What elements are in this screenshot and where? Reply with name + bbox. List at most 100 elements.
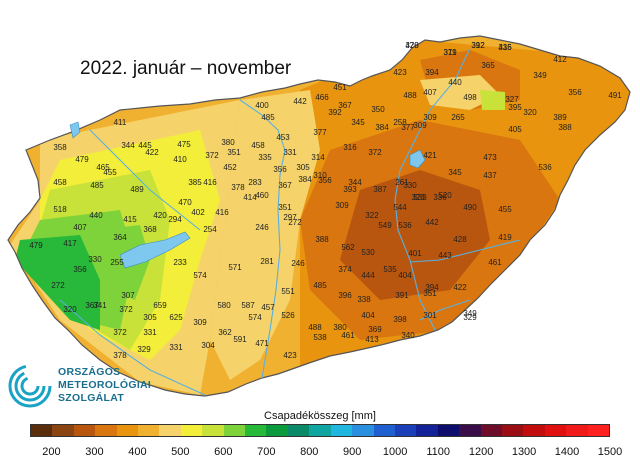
station-value-label: 460 xyxy=(255,191,269,200)
station-value-label: 336 xyxy=(433,193,447,202)
station-value-label: 530 xyxy=(361,248,375,257)
station-value-label: 368 xyxy=(143,225,157,234)
station-value-label: 442 xyxy=(425,218,439,227)
station-value-label: 385 xyxy=(188,178,202,187)
station-value-label: 440 xyxy=(448,78,462,87)
station-value-label: 362 xyxy=(218,328,232,337)
station-value-label: 356 xyxy=(273,165,287,174)
station-value-label: 405 xyxy=(508,125,522,134)
station-value-label: 320 xyxy=(523,108,537,117)
station-value-label: 349 xyxy=(533,71,547,80)
station-value-label: 379 xyxy=(443,48,457,57)
station-value-label: 485 xyxy=(261,113,275,122)
station-value-label: 415 xyxy=(123,215,137,224)
legend-swatch xyxy=(287,425,310,436)
station-value-label: 369 xyxy=(368,325,382,334)
raba-river xyxy=(89,129,201,231)
station-value-label: 491 xyxy=(608,91,622,100)
station-value-label: 372 xyxy=(119,305,133,314)
station-value-label: 473 xyxy=(483,153,497,162)
legend-swatch xyxy=(437,425,460,436)
station-value-label: 297 xyxy=(283,213,297,222)
legend-tick-label: 200 xyxy=(42,446,61,458)
station-value-label: 452 xyxy=(223,163,237,172)
station-value-label: 536 xyxy=(538,163,552,172)
station-value-label: 440 xyxy=(89,211,103,220)
station-value-label: 330 xyxy=(403,181,417,190)
station-value-label: 272 xyxy=(51,281,65,290)
station-value-label: 407 xyxy=(73,223,87,232)
station-value-label: 294 xyxy=(168,215,182,224)
station-value-label: 571 xyxy=(228,263,242,272)
station-value-label: 520 xyxy=(438,191,452,200)
legend-swatch xyxy=(223,425,246,436)
station-value-label: 392 xyxy=(328,108,342,117)
station-value-label: 475 xyxy=(177,140,191,149)
station-value-label: 309 xyxy=(335,201,349,210)
legend-swatch xyxy=(373,425,395,436)
station-value-label: 414 xyxy=(243,193,257,202)
station-value-label: 574 xyxy=(248,313,262,322)
station-value-label: 401 xyxy=(408,249,422,258)
station-value-label: 420 xyxy=(153,211,167,220)
legend-swatch xyxy=(309,425,331,436)
station-value-label: 254 xyxy=(203,225,217,234)
station-value-label: 587 xyxy=(241,301,255,310)
station-value-label: 422 xyxy=(453,283,467,292)
station-value-label: 479 xyxy=(29,241,43,250)
station-value-label: 488 xyxy=(403,91,417,100)
station-value-label: 423 xyxy=(393,68,407,77)
station-value-label: 444 xyxy=(361,271,375,280)
station-value-label: 345 xyxy=(351,118,365,127)
omsz-logo: ORSZÁGOS METEOROLÓGIAI SZOLGÁLAT xyxy=(6,360,206,420)
station-value-label: 422 xyxy=(145,148,159,157)
station-value-label: 372 xyxy=(368,148,382,157)
station-value-label: 551 xyxy=(281,287,295,296)
legend-tick-label: 900 xyxy=(343,446,362,458)
station-value-label: 549 xyxy=(378,221,392,230)
legend-swatch xyxy=(73,425,96,436)
station-value-label: 591 xyxy=(233,335,247,344)
station-value-label: 461 xyxy=(488,258,502,267)
station-value-label: 387 xyxy=(373,185,387,194)
station-value-label: 374 xyxy=(338,265,352,274)
station-value-label: 389 xyxy=(553,113,567,122)
legend-swatch xyxy=(416,425,438,436)
lake-ferto xyxy=(69,121,81,139)
rivers xyxy=(59,47,521,396)
station-value-label: 526 xyxy=(281,311,295,320)
map-title: 2022. január – november xyxy=(80,58,292,79)
station-value-label: 272 xyxy=(288,218,302,227)
station-value-label: 412 xyxy=(553,55,567,64)
legend-tick-label: 1200 xyxy=(468,446,494,458)
station-value-label: 402 xyxy=(191,208,205,217)
station-value-label: 455 xyxy=(103,168,117,177)
koros-river xyxy=(409,239,521,263)
station-value-label: 309 xyxy=(193,318,207,327)
station-value-label: 488 xyxy=(308,323,322,332)
station-value-label: 413 xyxy=(365,335,379,344)
station-value-label: 490 xyxy=(463,203,477,212)
station-value-label: 345 xyxy=(448,168,462,177)
legend-swatch xyxy=(180,425,203,436)
station-value-label: 246 xyxy=(291,259,305,268)
station-value-label: 442 xyxy=(293,97,307,106)
station-value-label: 423 xyxy=(283,351,297,360)
station-value-label: 443 xyxy=(438,251,452,260)
station-value-label: 536 xyxy=(398,221,412,230)
lake-tisza xyxy=(409,149,426,169)
station-value-label: 258 xyxy=(393,118,407,127)
station-value-label: 458 xyxy=(251,141,265,150)
station-value-label: 378 xyxy=(113,351,127,360)
station-value-label: 471 xyxy=(255,339,269,348)
legend-swatch xyxy=(587,425,609,436)
station-value-label: 344 xyxy=(348,178,362,187)
station-value-label: 457 xyxy=(261,303,275,312)
station-value-label: 396 xyxy=(338,291,352,300)
legend-swatch xyxy=(52,425,74,436)
station-value-label: 394 xyxy=(425,68,439,77)
legend-tick-label: 700 xyxy=(257,446,276,458)
station-value-label: 320 xyxy=(63,305,77,314)
station-value-label: 377 xyxy=(401,123,415,132)
station-value-label: 344 xyxy=(121,141,135,150)
